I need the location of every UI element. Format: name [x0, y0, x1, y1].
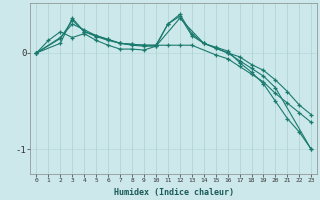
X-axis label: Humidex (Indice chaleur): Humidex (Indice chaleur) [114, 188, 234, 197]
